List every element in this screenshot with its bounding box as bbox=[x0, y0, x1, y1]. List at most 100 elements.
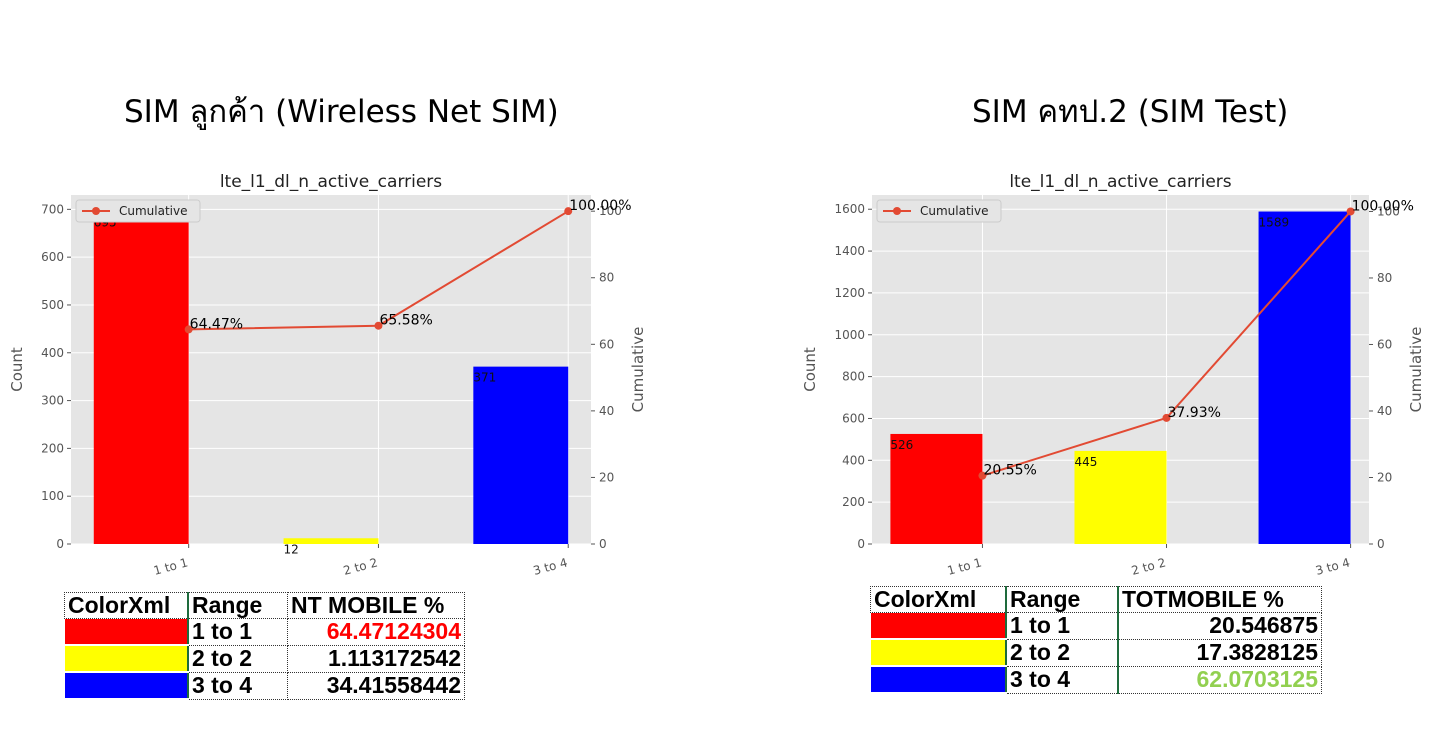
table-row: 1 to 1 64.47124304 bbox=[64, 618, 465, 646]
cumulative-label: 100.00% bbox=[569, 198, 631, 214]
y-tick-label: 800 bbox=[842, 370, 865, 384]
y2-tick-label: 0 bbox=[599, 537, 607, 551]
color-swatch bbox=[870, 612, 1006, 640]
y2-tick-label: 20 bbox=[599, 470, 614, 484]
x-tick-label: 3 to 4 bbox=[1314, 555, 1351, 578]
y-tick-label: 0 bbox=[56, 537, 64, 551]
table-row: 3 to 4 34.41558442 bbox=[64, 671, 465, 700]
y2-tick-label: 100 bbox=[1377, 204, 1400, 218]
y-axis-label: Count bbox=[801, 347, 819, 392]
y2-axis-label: Cumulative bbox=[629, 327, 647, 413]
color-swatch bbox=[64, 645, 188, 673]
y-tick-label: 400 bbox=[842, 453, 865, 467]
chart-title: lte_l1_dl_n_active_carriers bbox=[220, 172, 442, 192]
range-cell: 1 to 1 bbox=[1005, 612, 1119, 640]
y-tick-label: 1000 bbox=[834, 328, 865, 342]
chart-left: 6951237101002003004005006007000204060801… bbox=[8, 172, 647, 578]
range-cell: 2 to 2 bbox=[187, 644, 288, 673]
y2-tick-label: 40 bbox=[1377, 404, 1392, 418]
chart-title: lte_l1_dl_n_active_carriers bbox=[1009, 172, 1231, 192]
x-tick-label: 2 to 2 bbox=[342, 555, 379, 578]
bar-1 bbox=[93, 211, 189, 544]
value-cell: 20.546875 bbox=[1117, 612, 1322, 640]
bar-label: 1589 bbox=[1259, 216, 1290, 230]
y-tick-label: 600 bbox=[41, 250, 64, 264]
y-tick-label: 700 bbox=[41, 202, 64, 216]
percent-table-left: ColorXml Range NT MOBILE % 1 to 1 64.471… bbox=[64, 592, 465, 700]
y2-axis-label: Cumulative bbox=[1407, 327, 1425, 413]
cumulative-point bbox=[184, 325, 193, 334]
legend-marker bbox=[92, 207, 100, 215]
y-tick-label: 200 bbox=[41, 441, 64, 455]
cumulative-label: 64.47% bbox=[190, 316, 243, 332]
x-tick-label: 3 to 4 bbox=[532, 555, 569, 578]
legend-marker bbox=[893, 207, 901, 215]
panel-heading-right: SIM คทป.2 (SIM Test) bbox=[972, 94, 1289, 130]
bar-2 bbox=[1074, 450, 1167, 544]
cumulative-label: 37.93% bbox=[1168, 405, 1221, 421]
y-tick-label: 300 bbox=[41, 394, 64, 408]
bar-label: 12 bbox=[284, 542, 299, 556]
value-cell: 1.113172542 bbox=[287, 644, 465, 673]
value-cell: 62.0703125 bbox=[1117, 665, 1322, 694]
y2-tick-label: 100 bbox=[599, 204, 622, 218]
range-cell: 3 to 4 bbox=[1005, 665, 1119, 694]
y2-tick-label: 60 bbox=[599, 337, 614, 351]
legend: Cumulative bbox=[75, 199, 201, 223]
header-value: TOTMOBILE % bbox=[1117, 586, 1322, 613]
y-tick-label: 1200 bbox=[834, 286, 865, 300]
y2-tick-label: 40 bbox=[599, 404, 614, 418]
range-cell: 3 to 4 bbox=[187, 671, 288, 700]
color-swatch bbox=[64, 672, 188, 700]
y-tick-label: 1400 bbox=[834, 244, 865, 258]
header-colorxml: ColorXml bbox=[64, 592, 189, 619]
cumulative-label: 20.55% bbox=[983, 463, 1036, 479]
y-tick-label: 0 bbox=[857, 537, 865, 551]
cumulative-label: 65.58% bbox=[379, 313, 432, 329]
value-cell: 34.41558442 bbox=[287, 671, 465, 700]
color-swatch bbox=[870, 639, 1006, 667]
y2-tick-label: 80 bbox=[599, 271, 614, 285]
header-value: NT MOBILE % bbox=[287, 592, 465, 619]
cumulative-point bbox=[374, 321, 383, 330]
y2-tick-label: 20 bbox=[1377, 470, 1392, 484]
cumulative-point bbox=[564, 207, 573, 216]
legend-label: Cumulative bbox=[920, 204, 989, 218]
legend: Cumulative bbox=[876, 199, 1002, 223]
bar-3 bbox=[1258, 211, 1351, 545]
table-row: 3 to 4 62.0703125 bbox=[870, 665, 1322, 694]
x-tick-label: 1 to 1 bbox=[152, 555, 189, 578]
y-tick-label: 200 bbox=[842, 495, 865, 509]
range-cell: 2 to 2 bbox=[1005, 638, 1119, 667]
bar-label: 526 bbox=[890, 438, 913, 452]
color-swatch bbox=[64, 618, 188, 646]
header-range: Range bbox=[1005, 586, 1119, 613]
cumulative-label: 100.00% bbox=[1352, 198, 1414, 214]
x-tick-label: 1 to 1 bbox=[946, 555, 983, 578]
range-cell: 1 to 1 bbox=[187, 618, 288, 646]
legend-label: Cumulative bbox=[119, 204, 188, 218]
cumulative-point bbox=[1162, 413, 1171, 422]
panel-heading-left: SIM ลูกค้า (Wireless Net SIM) bbox=[124, 94, 559, 130]
color-swatch bbox=[870, 666, 1006, 694]
table-row: 2 to 2 1.113172542 bbox=[64, 644, 465, 673]
y2-tick-label: 60 bbox=[1377, 337, 1392, 351]
header-colorxml: ColorXml bbox=[870, 586, 1007, 613]
bar-3 bbox=[473, 366, 569, 544]
header-range: Range bbox=[187, 592, 288, 619]
value-cell: 17.3828125 bbox=[1117, 638, 1322, 667]
y-tick-label: 1600 bbox=[834, 202, 865, 216]
y-tick-label: 100 bbox=[41, 489, 64, 503]
bar-label: 445 bbox=[1074, 455, 1097, 469]
percent-table-right: ColorXml Range TOTMOBILE % 1 to 1 20.546… bbox=[870, 586, 1322, 694]
x-tick-label: 2 to 2 bbox=[1130, 555, 1167, 578]
y-tick-label: 500 bbox=[41, 298, 64, 312]
legend-box bbox=[75, 199, 201, 223]
y-axis-label: Count bbox=[8, 347, 26, 392]
cumulative-point bbox=[978, 471, 987, 480]
cumulative-point bbox=[1346, 207, 1355, 216]
bar-1 bbox=[890, 433, 983, 544]
y2-tick-label: 0 bbox=[1377, 537, 1385, 551]
legend-box bbox=[876, 199, 1002, 223]
y2-tick-label: 80 bbox=[1377, 271, 1392, 285]
